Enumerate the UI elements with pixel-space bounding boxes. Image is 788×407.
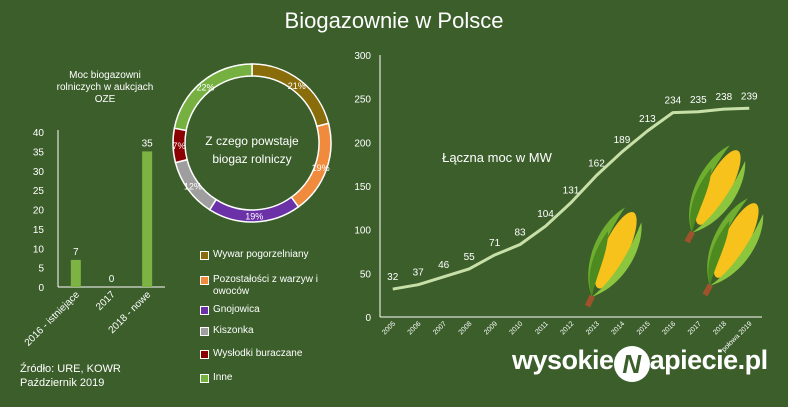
line-x-tick-label: 2012 <box>559 320 575 336</box>
bar-x-tick-label: 2016 - istniejące <box>23 289 83 349</box>
brand-mark-icon: N <box>613 346 650 382</box>
bar-y-tick-label: 10 <box>33 244 45 255</box>
donut-center-text: biogaz rolniczy <box>212 152 291 166</box>
line-x-tick-label: 2013 <box>585 320 601 336</box>
donut-slice <box>251 63 330 128</box>
line-value-label: 37 <box>413 268 425 279</box>
donut-slice-label: 19% <box>312 163 330 173</box>
legend-label: Pozostałości z warzyw i owoców <box>213 274 319 297</box>
line-x-tick-label: 2010 <box>509 320 525 336</box>
line-x-tick-label: 2011 <box>534 320 550 336</box>
corn-icon <box>684 145 746 244</box>
brand-text-start: wysokie <box>512 345 614 375</box>
source-note: Źródło: URE, KOWR Październik 2019 <box>20 362 121 390</box>
legend-label: Wywar pogorzelniany <box>213 249 309 260</box>
corn-icon <box>584 207 642 308</box>
bar-y-tick-label: 0 <box>38 283 44 294</box>
bar-value-label: 7 <box>73 247 79 258</box>
legend-label: Inne <box>213 372 233 383</box>
line-x-tick-label: 2005 <box>381 320 397 336</box>
bar-y-tick-label: 35 <box>33 147 45 158</box>
line-x-tick-label: 2007 <box>432 320 448 336</box>
line-y-tick-label: 150 <box>354 182 371 193</box>
bar-x-tick-label: 2017 <box>94 289 118 313</box>
line-y-tick-label: 250 <box>354 95 371 106</box>
line-x-tick-label: 2018 <box>712 320 728 336</box>
bar-y-tick-label: 30 <box>33 167 45 178</box>
line-y-tick-label: 100 <box>354 226 371 237</box>
line-y-tick-label: 0 <box>365 313 371 324</box>
donut-slice-label: 7% <box>173 141 186 151</box>
legend-label: Wysłodki buraczane <box>213 348 303 359</box>
corn-icon <box>702 198 764 297</box>
line-x-tick-label: 2009 <box>483 320 499 336</box>
line-y-tick-label: 300 <box>354 51 371 62</box>
donut-slice-label: 19% <box>245 211 263 221</box>
bar-y-tick-label: 20 <box>33 206 45 217</box>
brand-text-end: apiecie.pl <box>649 345 769 375</box>
line-y-tick-label: 200 <box>354 138 371 149</box>
page-title: Biogazownie w Polsce <box>284 8 504 33</box>
line-value-label: 32 <box>387 272 399 283</box>
legend-swatch <box>200 276 209 285</box>
bar-value-label: 0 <box>109 274 115 285</box>
line-x-tick-label: 2014 <box>610 320 626 336</box>
line-value-label: 104 <box>537 209 554 220</box>
line-value-label: 235 <box>690 95 707 106</box>
line-value-label: 234 <box>665 96 682 107</box>
line-series <box>392 106 750 291</box>
line-chart-annotation: Łączna moc w MW <box>442 150 553 165</box>
bar-y-tick-label: 25 <box>33 186 45 197</box>
line-value-label: 213 <box>639 114 656 125</box>
line-value-label: 131 <box>563 186 580 197</box>
donut-slice-label: 22% <box>196 82 214 92</box>
donut-slice-label: 21% <box>288 81 306 91</box>
line-value-label: 71 <box>489 238 501 249</box>
line-x-tick-label: 2017 <box>687 320 703 336</box>
bar-y-tick-label: 5 <box>38 264 44 275</box>
legend-label: Kiszonka <box>213 325 254 336</box>
line-value-label: 55 <box>464 252 476 263</box>
legend-swatch <box>200 251 209 260</box>
line-x-tick-label: 2016 <box>661 320 677 336</box>
line-value-label: 239 <box>741 91 758 102</box>
legend-swatch <box>200 306 209 315</box>
line-x-tick-label: 2015 <box>636 320 652 336</box>
line-value-label: 162 <box>588 159 605 170</box>
donut-slice <box>173 63 253 132</box>
bar-y-tick-label: 15 <box>33 225 45 236</box>
line-y-tick-label: 50 <box>360 269 372 280</box>
bar-chart-title-line: OZE <box>94 94 116 105</box>
bar-value-label: 35 <box>142 138 154 149</box>
source-line: Źródło: URE, KOWR <box>20 363 121 375</box>
line-value-label: 83 <box>515 228 527 239</box>
donut-center-text: Z czego powstaje <box>205 134 299 148</box>
bar <box>70 259 81 287</box>
line-value-label: 189 <box>614 135 631 146</box>
bar <box>142 151 153 287</box>
donut-slice-label: 12% <box>184 181 202 191</box>
legend-swatch <box>200 327 209 336</box>
legend-swatch <box>200 374 209 383</box>
line-x-tick-label: 2008 <box>458 320 474 336</box>
bar-chart-title-line: rolniczych w aukcjach <box>56 82 154 93</box>
legend-label: Gnojowica <box>213 304 260 315</box>
bar-chart-title-line: Moc biogazowni <box>69 70 141 81</box>
line-value-label: 238 <box>715 92 732 103</box>
bar-chart-title: Moc biogazowni rolniczych w aukcjach OZE <box>40 70 170 106</box>
line-value-label: 46 <box>438 260 450 271</box>
source-date: Październik 2019 <box>20 377 105 389</box>
legend-swatch <box>200 350 209 359</box>
bar-y-tick-label: 40 <box>33 128 45 139</box>
line-x-tick-label: 2006 <box>407 320 423 336</box>
